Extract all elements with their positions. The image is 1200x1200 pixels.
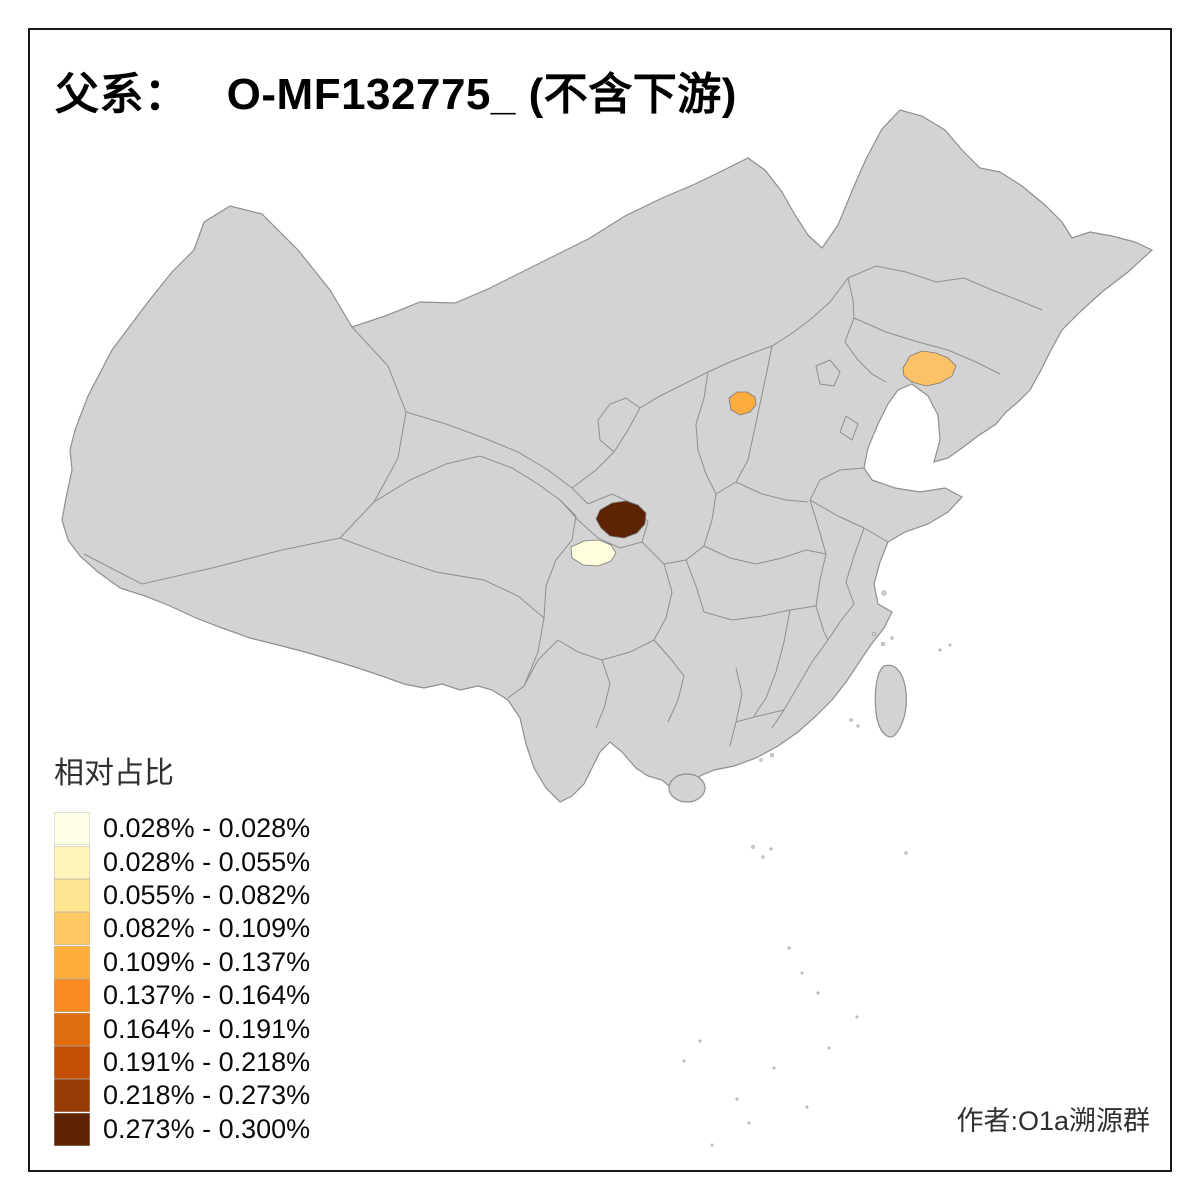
- legend-item: 0.082% - 0.109%: [54, 912, 311, 946]
- small-islands: [682, 590, 952, 1147]
- legend-item: 0.218% - 0.273%: [54, 1079, 311, 1113]
- legend-item: 0.109% - 0.137%: [54, 945, 311, 979]
- legend-title: 相对占比: [54, 757, 174, 790]
- region-southern-gansu: [595, 500, 647, 539]
- legend-swatch: [54, 979, 90, 1013]
- hainan-island: [668, 773, 706, 803]
- legend-swatch: [54, 812, 90, 846]
- legend-item: 0.137% - 0.164%: [54, 979, 311, 1013]
- region-liaoning-coast: [902, 350, 957, 387]
- legend-swatch: [54, 1112, 90, 1146]
- province-borders: [83, 265, 1043, 747]
- region-central-shanxi: [728, 391, 757, 416]
- legend-item: 0.055% - 0.082%: [54, 878, 311, 912]
- legend-label: 0.273% - 0.300%: [103, 1113, 311, 1144]
- taiwan-island: [874, 664, 907, 738]
- legend-items: 0.028% - 0.028% 0.028% - 0.055% 0.055% -…: [54, 812, 310, 1146]
- legend-label: 0.191% - 0.218%: [103, 1046, 311, 1077]
- legend-label: 0.137% - 0.164%: [103, 980, 311, 1011]
- legend-item: 0.273% - 0.300%: [54, 1112, 311, 1146]
- legend-label: 0.055% - 0.082%: [103, 879, 311, 910]
- legend-item: 0.164% - 0.191%: [54, 1012, 311, 1046]
- legend-swatch: [54, 1045, 90, 1079]
- highlighted-regions: [570, 350, 957, 567]
- china-mainland-shape: [61, 109, 1154, 803]
- legend-swatch: [54, 945, 90, 979]
- legend-item: 0.028% - 0.028%: [54, 812, 311, 846]
- legend-swatch: [54, 912, 90, 946]
- legend-item: 0.191% - 0.218%: [54, 1045, 311, 1079]
- legend-swatch: [54, 845, 90, 879]
- legend-swatch: [54, 878, 90, 912]
- author-credit: 作者:O1a溯源群: [956, 1106, 1150, 1136]
- legend-label: 0.028% - 0.028%: [103, 813, 311, 844]
- legend-swatch: [54, 1012, 90, 1046]
- region-northern-sichuan: [570, 539, 617, 567]
- legend-label: 0.164% - 0.191%: [103, 1013, 311, 1044]
- legend: 相对占比 0.028% - 0.028% 0.028% - 0.055% 0.0…: [54, 748, 310, 1146]
- map-title: 父系： O-MF132775_ (不含下游): [55, 70, 737, 119]
- legend-label: 0.109% - 0.137%: [103, 946, 311, 977]
- legend-label: 0.218% - 0.273%: [103, 1080, 311, 1111]
- legend-label: 0.082% - 0.109%: [103, 913, 311, 944]
- legend-label: 0.028% - 0.055%: [103, 846, 311, 877]
- legend-swatch: [54, 1079, 90, 1113]
- legend-item: 0.028% - 0.055%: [54, 845, 311, 879]
